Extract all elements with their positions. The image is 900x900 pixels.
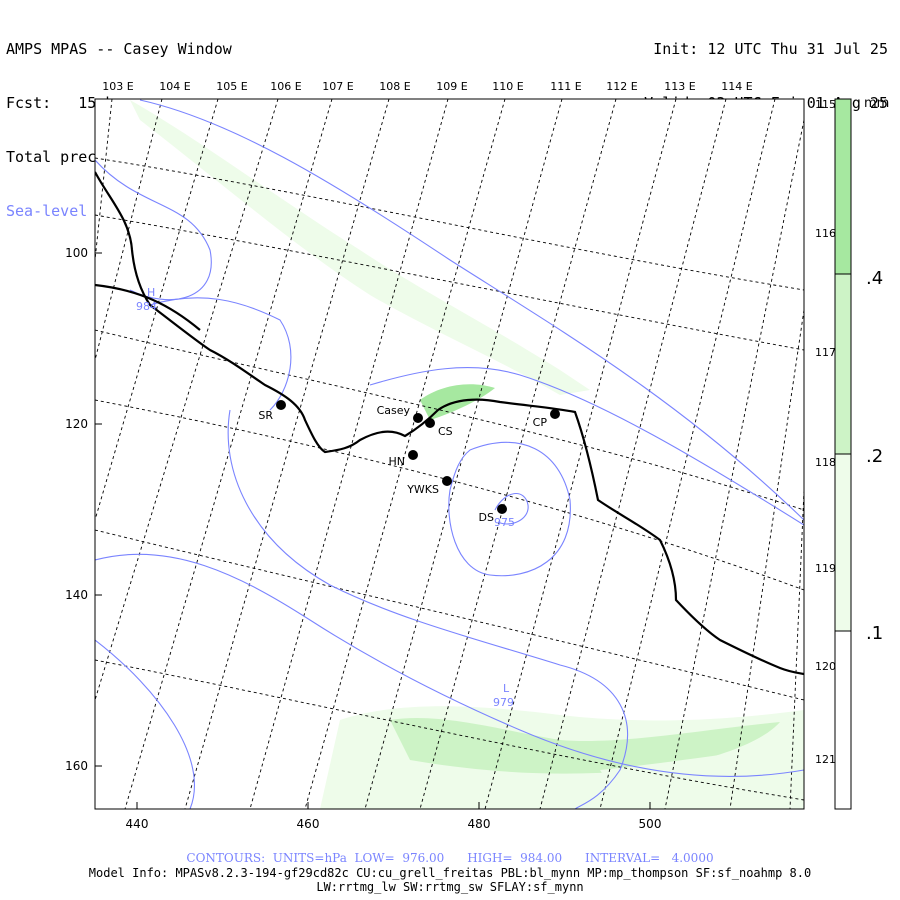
contour-west xyxy=(227,409,629,809)
meridian-line xyxy=(95,99,113,261)
longitude-label-top: 114 E xyxy=(721,80,752,93)
init-time: Init: 12 UTC Thu 31 Jul 25 xyxy=(653,40,888,58)
station-label-cp: CP xyxy=(533,416,548,429)
longitude-label-top: 110 E xyxy=(492,80,523,93)
y-axis-tick-label: 100 xyxy=(65,246,88,260)
longitude-label-top: 111 E xyxy=(550,80,581,93)
y-axis-tick-label: 120 xyxy=(65,417,88,431)
precip-band-south-mid xyxy=(390,718,780,774)
parallel-line xyxy=(95,659,804,801)
legend-swatch-light xyxy=(835,454,851,631)
meridian-line xyxy=(419,99,617,809)
station-label-ds: DS xyxy=(479,511,494,524)
legend-swatch-strong xyxy=(835,99,851,274)
contour-southwest xyxy=(95,553,804,778)
legend-level-01: .1 xyxy=(866,623,883,644)
parallel-line xyxy=(95,529,804,701)
contour-984-ring xyxy=(149,297,292,411)
parallel-line xyxy=(95,157,804,291)
legend-level-02: .2 xyxy=(866,446,883,467)
longitude-label-top: 107 E xyxy=(322,80,353,93)
coastline-west xyxy=(95,283,201,331)
high-value: 984 xyxy=(136,300,157,313)
parallel-line xyxy=(95,399,804,591)
station-dot-hn xyxy=(408,450,418,460)
precip-band-north xyxy=(130,100,590,395)
longitude-label-top: 104 E xyxy=(159,80,190,93)
meridian-line xyxy=(95,99,279,701)
meridian-line xyxy=(364,99,563,809)
longitude-labels: 103 E 104 E 105 E 106 E 107 E 108 E 109 E 110 E… xyxy=(102,80,846,766)
contour-984-north xyxy=(95,159,212,301)
longitude-label-top: 112 E xyxy=(606,80,637,93)
low-marker: L xyxy=(503,682,510,695)
legend-unit: mm xyxy=(864,96,889,111)
contour-south xyxy=(95,639,195,809)
contour-975-inner xyxy=(494,493,529,525)
station-label-sr: SR xyxy=(258,409,273,422)
contour-975-ring xyxy=(448,441,571,577)
latlon-grid xyxy=(95,99,804,809)
station-dot-cp xyxy=(550,409,560,419)
longitude-label-top: 109 E xyxy=(436,80,467,93)
station-dot-cs xyxy=(425,418,435,428)
contour-mid xyxy=(369,367,804,526)
legend-swatch-none xyxy=(835,631,851,809)
station-dot-ds xyxy=(497,504,507,514)
model-info: Model Info: MPASv8.2.3-194-gf29cd82c CU:… xyxy=(88,866,812,880)
contour-upper xyxy=(139,99,804,521)
meridian-line xyxy=(95,99,219,521)
longitude-label-top: 105 E xyxy=(216,80,247,93)
x-axis-tick-label: 500 xyxy=(639,817,662,831)
station-label-cs: CS xyxy=(438,425,453,438)
station-label-hn: HN xyxy=(389,455,406,468)
map-title: AMPS MPAS -- Casey Window xyxy=(6,40,232,58)
parallel-line xyxy=(95,214,804,351)
precip-band-south-mid-2 xyxy=(600,745,790,800)
parallel-line xyxy=(95,329,804,511)
meridian-line xyxy=(539,99,727,809)
precip-legend: mm .4 .2 .1 xyxy=(834,96,889,810)
longitude-label-top: 108 E xyxy=(379,80,410,93)
y-axis-tick-label: 140 xyxy=(65,588,88,602)
station-label-ywks: YWKS xyxy=(406,483,439,496)
low-value-ds: 975 xyxy=(494,516,515,529)
legend-level-04: .4 xyxy=(866,268,883,289)
station-dot-sr xyxy=(276,400,286,410)
meridian-line xyxy=(304,99,506,809)
pressure-contours xyxy=(95,99,804,809)
meridian-line xyxy=(484,99,677,809)
station-dot-casey xyxy=(413,413,423,423)
longitude-label-top: 106 E xyxy=(270,80,301,93)
legend-swatch-mid xyxy=(835,274,851,454)
high-marker: H xyxy=(147,286,155,299)
y-axis-tick-label: 160 xyxy=(65,759,88,773)
pressure-labels: H 984 975 L 979 xyxy=(136,286,515,709)
station-markers: SR Casey CS HN YWKS DS CP xyxy=(258,400,560,524)
model-info-physics: LW:rrtmg_lw SW:rrtmg_sw SFLAY:sf_mynn xyxy=(316,880,584,894)
contours-info: CONTOURS: UNITS=hPa LOW= 976.00 HIGH= 98… xyxy=(186,851,714,865)
low-value: 979 xyxy=(493,696,514,709)
map-axes: 440 460 480 500 100 120 140 160 xyxy=(65,246,661,831)
longitude-label-top: 103 E xyxy=(102,80,133,93)
forecast-label: Fcst: xyxy=(6,94,52,112)
map-frame xyxy=(94,98,805,810)
x-axis-tick-label: 460 xyxy=(297,817,320,831)
meridian-line xyxy=(729,309,804,809)
longitude-label-top: 113 E xyxy=(664,80,695,93)
x-axis-tick-label: 440 xyxy=(126,817,149,831)
x-axis-tick-label: 480 xyxy=(468,817,491,831)
station-dot-ywks xyxy=(442,476,452,486)
station-label-casey: Casey xyxy=(377,404,411,417)
map-panel: SR Casey CS HN YWKS DS CP H 984 975 L 979 xyxy=(95,99,804,809)
meridian-line xyxy=(789,489,804,809)
meridian-line xyxy=(599,99,776,809)
